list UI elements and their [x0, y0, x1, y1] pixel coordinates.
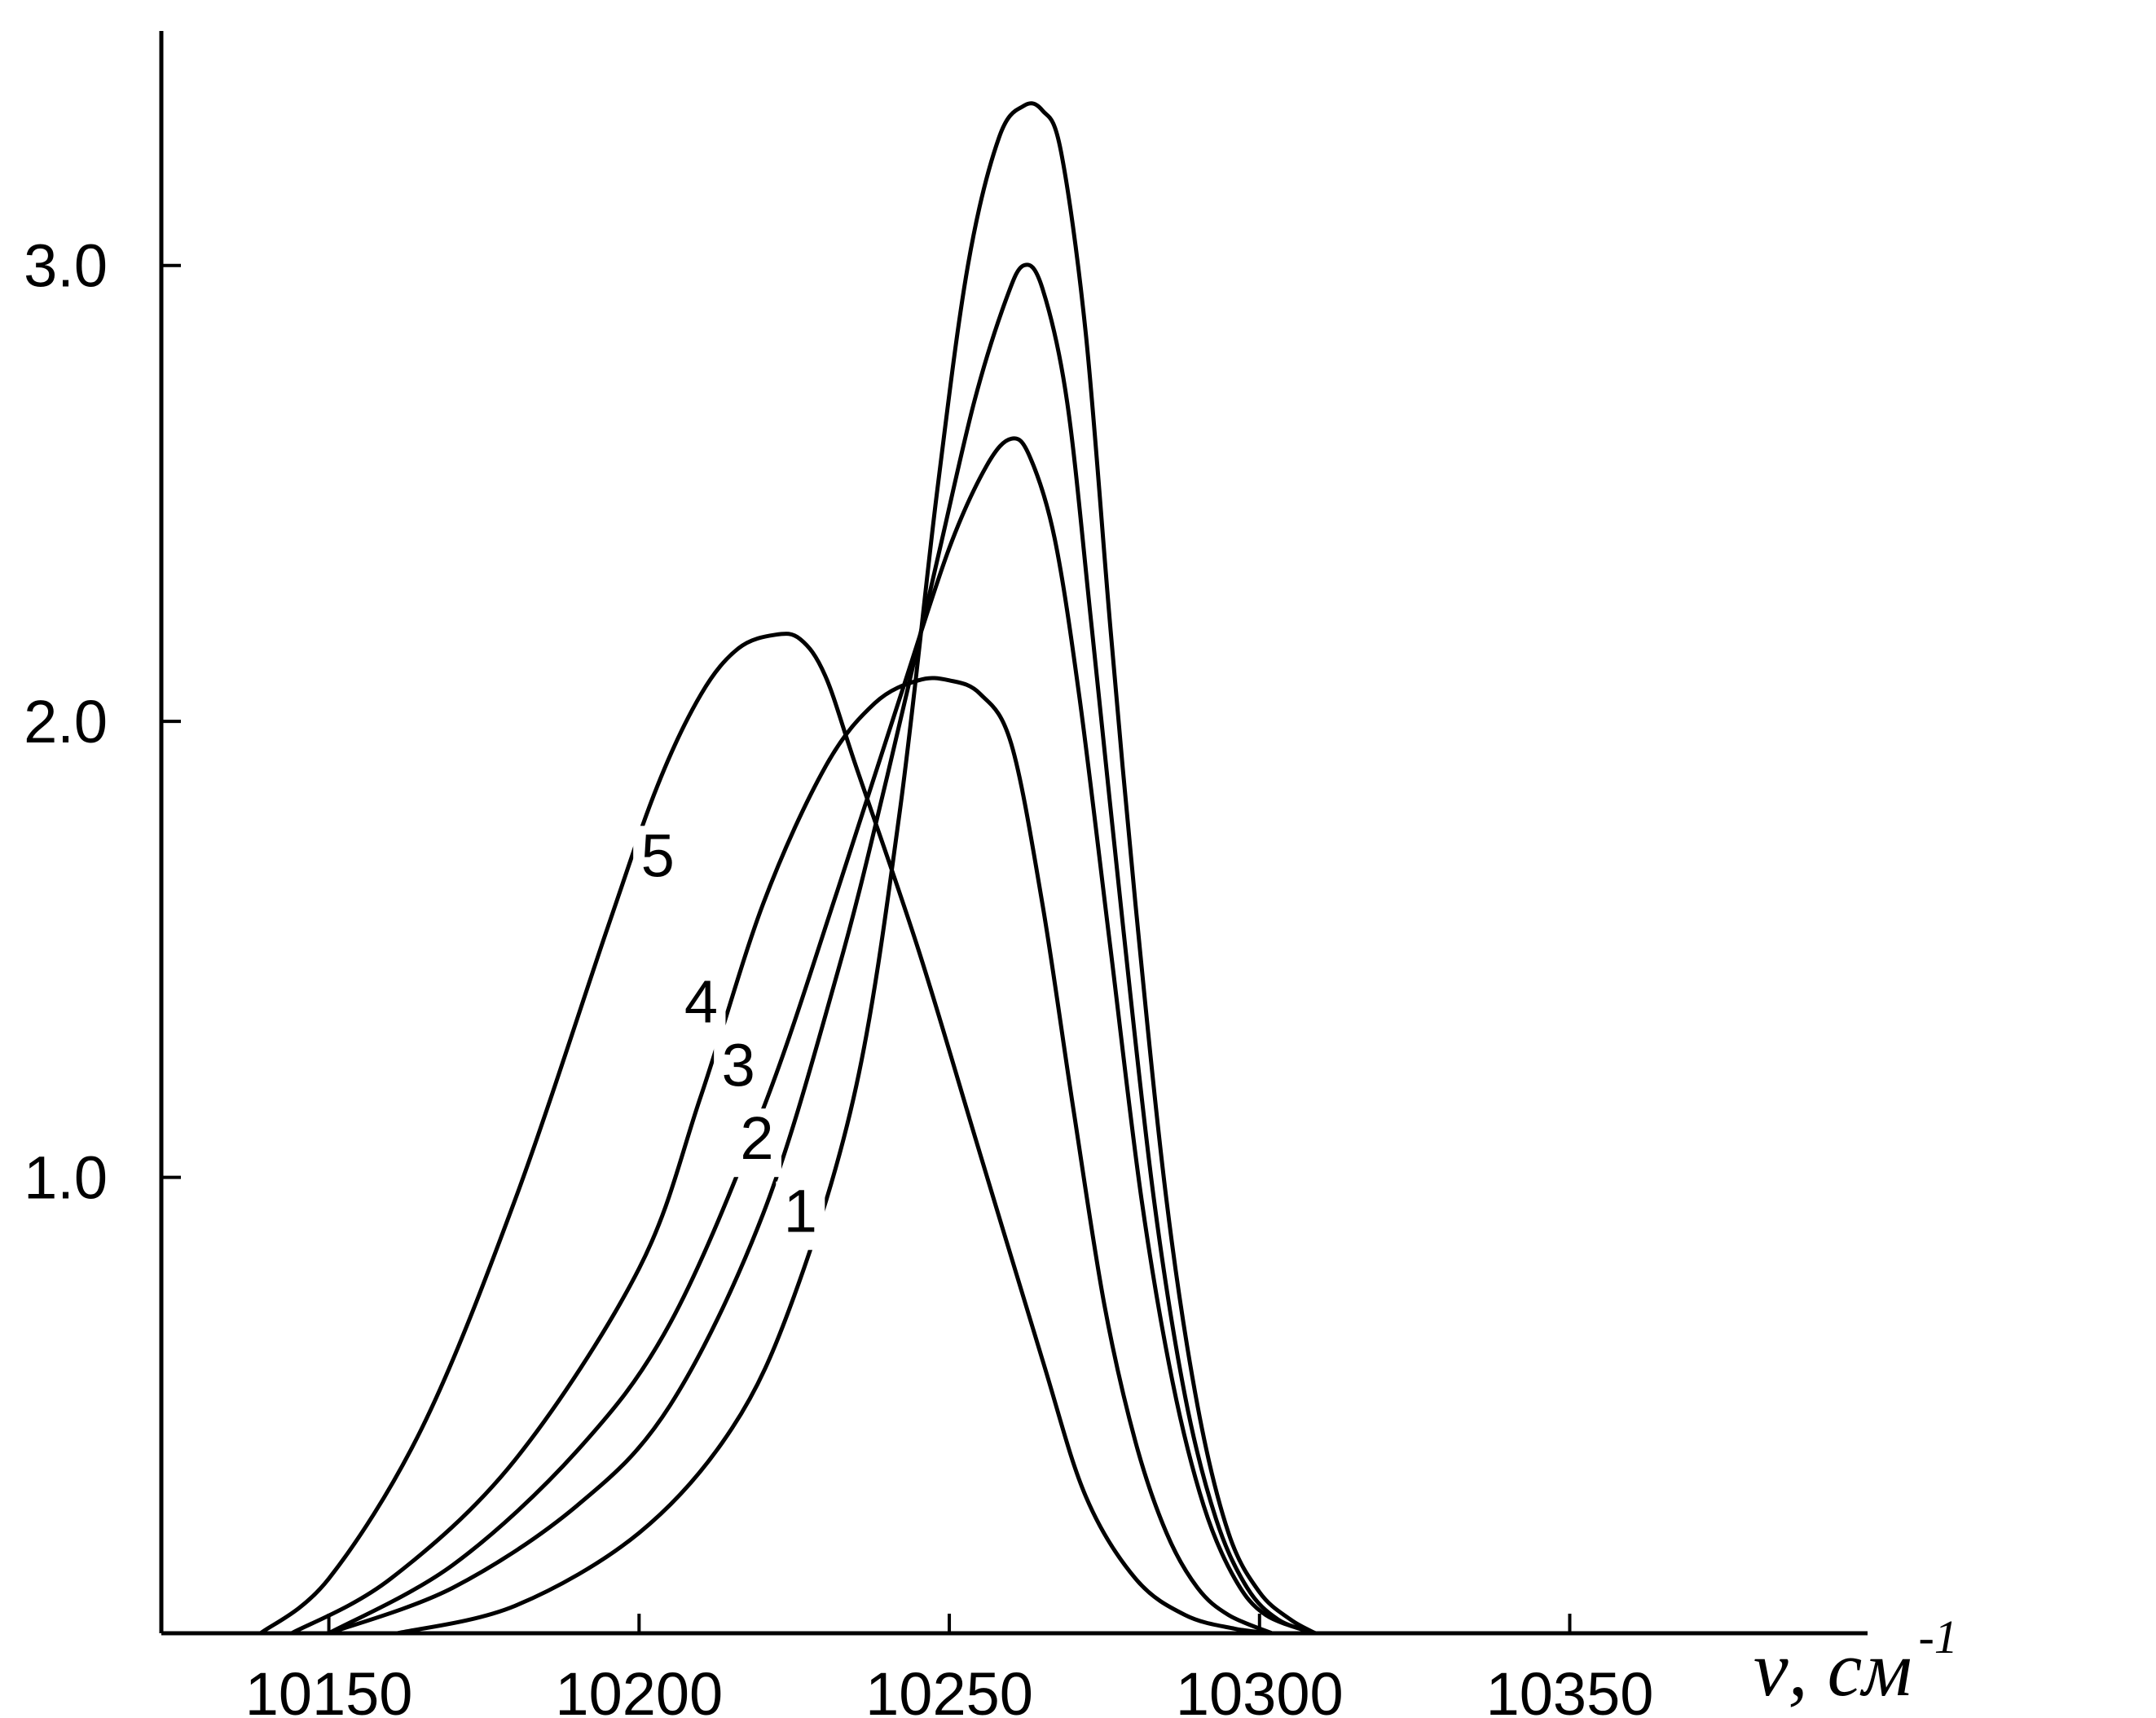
series-5-line [258, 632, 1274, 1636]
x-tick-label: 10350 [1486, 1660, 1654, 1718]
series-1-line [394, 101, 1318, 1636]
series-5-label: 5 [641, 822, 675, 889]
x-axis-label-text: ν, см [1753, 1625, 1912, 1712]
series-2-label: 2 [740, 1104, 773, 1172]
series-4-label: 4 [684, 967, 718, 1035]
x-axis-label: ν, см -1 [1753, 1610, 1958, 1712]
series-2-label-bg [732, 1108, 781, 1178]
series-1-label-bg [776, 1181, 825, 1250]
x-tick-label: 10300 [1176, 1660, 1344, 1718]
series-2-line [327, 262, 1318, 1636]
y-tick-label: 3.0 [24, 232, 108, 300]
y-tick-label: 2.0 [24, 688, 108, 755]
series-4-line [289, 676, 1274, 1636]
series-1-label: 1 [784, 1178, 817, 1245]
x-axis-label-superscript: -1 [1918, 1610, 1957, 1663]
series-3-line [327, 436, 1318, 1636]
series-3-label-bg [714, 1035, 763, 1104]
series-5-label-bg [633, 826, 683, 895]
axes: 10150 10200 10250 10300 10350 1.0 2.0 3.0 [24, 31, 1868, 1718]
y-tick-label: 1.0 [24, 1144, 108, 1212]
series-layer [258, 101, 1318, 1636]
series-3-label: 3 [722, 1032, 755, 1099]
series-4-label-bg [676, 971, 726, 1041]
x-tick-label: 10200 [555, 1660, 723, 1718]
x-tick-label: 10150 [245, 1660, 413, 1718]
x-tick-label: 10250 [865, 1660, 1033, 1718]
